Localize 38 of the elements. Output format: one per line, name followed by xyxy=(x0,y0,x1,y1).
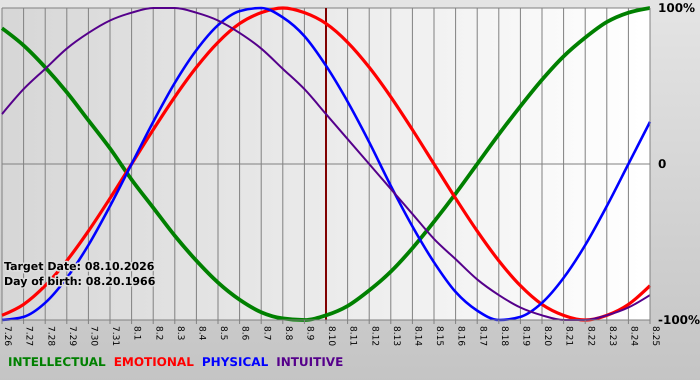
x-tick-label: 7.30 xyxy=(88,326,99,346)
x-tick-label: 8.21 xyxy=(564,326,574,346)
x-tick-label: 8.23 xyxy=(606,326,617,346)
text: EMOTIONAL xyxy=(114,355,194,369)
x-tick-label: 8.19 xyxy=(520,326,531,346)
x-tick-label: 8.13 xyxy=(390,326,401,346)
x-tick-label: 8.17 xyxy=(477,326,488,346)
text: INTELLECTUAL xyxy=(8,355,106,369)
x-tick-label: 8.18 xyxy=(498,326,509,346)
x-tick-label: 8.4 xyxy=(196,326,207,341)
x-tick-label: 8.1 xyxy=(132,326,142,340)
x-tick-label: 8.8 xyxy=(282,326,293,341)
x-tick-label: 7.31 xyxy=(110,326,120,346)
x-tick-label: 8.7 xyxy=(261,326,272,340)
x-tick-label: 8.10 xyxy=(326,326,336,346)
text: PHYSICAL xyxy=(202,355,269,369)
x-tick-label: 8.2 xyxy=(153,326,164,340)
x-tick-label: 8.25 xyxy=(650,326,660,346)
x-tick-label: 8.20 xyxy=(542,326,552,346)
x-tick-label: 7.27 xyxy=(24,326,34,346)
x-tick-label: 8.12 xyxy=(369,326,380,346)
x-tick-label: 8.16 xyxy=(456,326,466,346)
x-tick-label: 7.28 xyxy=(45,326,56,346)
y-tick-label: 0 xyxy=(658,156,666,171)
text: INTUITIVE xyxy=(276,355,344,369)
y-tick-label: 100% xyxy=(658,0,696,15)
x-tick-label: 8.3 xyxy=(174,326,185,340)
x-tick-label: 8.6 xyxy=(240,326,250,341)
x-tick-label: 8.14 xyxy=(412,326,423,346)
x-tick-label: 8.5 xyxy=(218,326,228,340)
x-tick-label: 7.26 xyxy=(2,326,12,346)
x-tick-label: 8.24 xyxy=(628,326,639,346)
x-tick-label: 8.22 xyxy=(585,326,596,346)
x-tick-label: 8.11 xyxy=(348,326,358,346)
x-tick-label: 7.29 xyxy=(66,326,77,346)
y-tick-label: -100% xyxy=(658,312,700,327)
x-tick-label: 8.15 xyxy=(434,326,444,346)
x-tick-label: 8.9 xyxy=(304,326,315,341)
